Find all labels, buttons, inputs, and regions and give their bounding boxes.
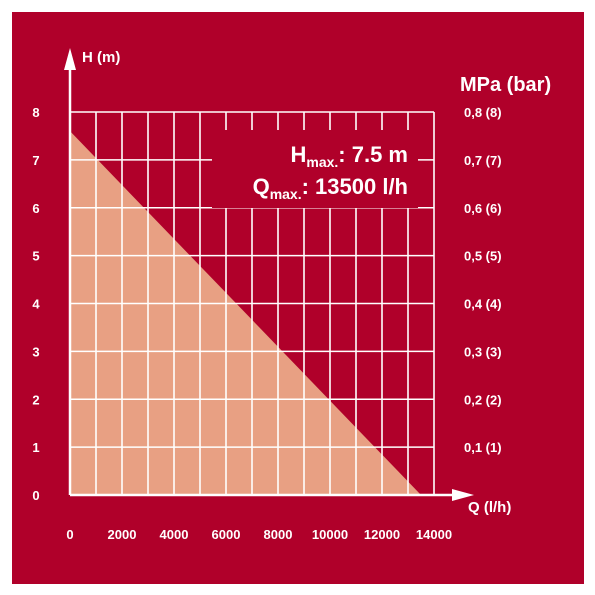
x-tick-label: 8000 (264, 527, 293, 542)
y-axis-arrow-icon (64, 48, 76, 70)
performance-area (70, 131, 421, 495)
x-tick-label: 14000 (416, 527, 452, 542)
x-tick-label: 12000 (364, 527, 400, 542)
secondary-tick-label: 0,2 (2) (464, 392, 502, 407)
h-max-annotation: Hmax.: 7.5 m (290, 142, 408, 170)
pump-curve-chart: 0 1 2 3 4 5 6 7 8 0 2000 4000 6000 8000 10000 12000 1400… (32, 48, 551, 542)
x-tick-label: 10000 (312, 527, 348, 542)
y-tick-label: 6 (32, 201, 39, 216)
annotation-box (212, 130, 418, 208)
secondary-tick-label: 0,7 (7) (464, 153, 502, 168)
y-axis-title: H (m) (82, 49, 120, 66)
secondary-tick-label: 0,1 (1) (464, 440, 502, 455)
secondary-tick-label: 0,3 (3) (464, 344, 502, 359)
x-tick-label: 2000 (108, 527, 137, 542)
y-tick-label: 4 (32, 297, 40, 312)
y-tick-label: 2 (32, 392, 39, 407)
secondary-tick-label: 0,5 (5) (464, 249, 502, 264)
y-tick-label: 7 (32, 153, 39, 168)
chart-panel: 0 1 2 3 4 5 6 7 8 0 2000 4000 6000 8000 10000 12000 1400… (12, 12, 584, 584)
secondary-tick-label: 0,4 (4) (464, 297, 502, 312)
x-tick-label: 0 (66, 527, 73, 542)
y-tick-label: 5 (32, 249, 39, 264)
y-tick-label: 3 (32, 344, 39, 359)
y-tick-label: 0 (32, 488, 39, 503)
x-axis-title: Q (l/h) (468, 499, 511, 516)
secondary-tick-label: 0,6 (6) (464, 201, 502, 216)
x-tick-label: 4000 (160, 527, 189, 542)
x-axis-arrow-icon (452, 489, 474, 501)
y-tick-label: 8 (32, 105, 39, 120)
x-tick-label: 6000 (212, 527, 241, 542)
secondary-axis-title: MPa (bar) (460, 74, 551, 96)
y-tick-label: 1 (32, 440, 39, 455)
secondary-tick-label: 0,8 (8) (464, 105, 502, 120)
q-max-annotation: Qmax.: 13500 l/h (253, 174, 408, 202)
